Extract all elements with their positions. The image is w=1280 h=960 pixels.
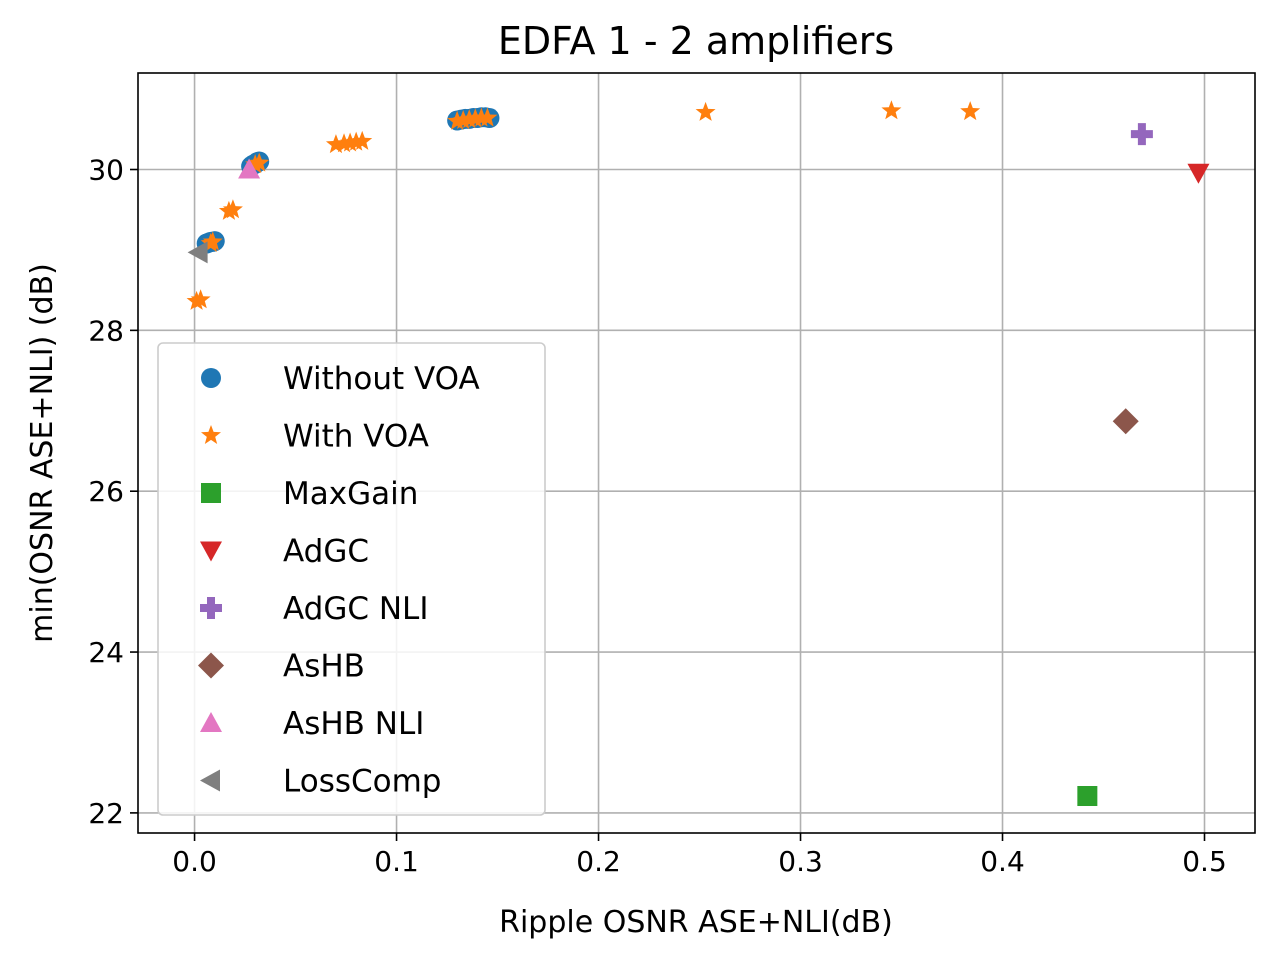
diamond-point <box>1112 408 1139 435</box>
star-point <box>325 134 346 154</box>
y-tick-label: 28 <box>88 314 124 347</box>
x-tick-label: 0.4 <box>980 845 1025 878</box>
chart-title: EDFA 1 - 2 amplifiers <box>498 19 894 63</box>
data-points <box>186 100 1210 807</box>
series-with-voa <box>186 100 981 310</box>
legend-diamond-marker <box>198 652 224 679</box>
star-point <box>477 107 498 127</box>
legend-item: Without VOA <box>201 361 480 397</box>
series-maxgain <box>1077 786 1098 807</box>
y-tick-label: 24 <box>88 636 124 669</box>
series-adgc-nli <box>1130 123 1153 146</box>
legend-triangle-down-marker <box>200 541 222 562</box>
legend-label: AdGC NLI <box>283 591 428 627</box>
legend-label: AsHB NLI <box>283 706 424 742</box>
series-adgc <box>1187 163 1210 184</box>
legend-item: AdGC NLI <box>200 591 428 627</box>
star-point <box>960 101 981 121</box>
star-point <box>352 130 373 150</box>
legend-label: MaxGain <box>283 476 418 512</box>
star-point <box>202 231 223 251</box>
x-tick-label: 0.2 <box>576 845 621 878</box>
y-tick-label: 30 <box>88 154 124 187</box>
legend-box <box>157 342 546 816</box>
triangle-down-point <box>1187 163 1210 184</box>
star-point <box>222 199 243 219</box>
legend-star-marker <box>201 425 221 444</box>
legend-item: LossComp <box>200 764 441 800</box>
legend-item: MaxGain <box>201 476 418 512</box>
x-tick-label: 0.5 <box>1182 845 1227 878</box>
legend-label: Without VOA <box>283 361 480 397</box>
star-point <box>881 100 902 120</box>
legend-triangle-up-marker <box>200 712 222 732</box>
x-tick-label: 0.3 <box>778 845 823 878</box>
y-axis-label: min(OSNR ASE+NLI) (dB) <box>25 263 60 643</box>
legend-plus-marker <box>200 597 222 619</box>
legend-square-marker <box>201 483 221 503</box>
plot-area-frame <box>137 72 1256 834</box>
plus-point <box>1130 123 1153 146</box>
legend-item: With VOA <box>201 419 429 455</box>
star-point <box>190 289 211 309</box>
legend-label: AsHB <box>283 649 365 685</box>
legend-item: AsHB <box>198 649 365 685</box>
legend-label: AdGC <box>283 534 369 570</box>
series-losscomp <box>187 241 208 264</box>
legend-item: AsHB NLI <box>200 706 424 742</box>
legend: Without VOA With VOA MaxGain AdGC AdGC NLI As… <box>157 342 546 816</box>
legend-circle-marker <box>201 368 221 388</box>
triangle-up-point <box>238 158 261 179</box>
legend-label: With VOA <box>283 419 429 455</box>
x-axis-label: Ripple OSNR ASE+NLI(dB) <box>499 905 893 940</box>
square-point <box>1077 786 1098 807</box>
legend-label: LossComp <box>283 764 441 800</box>
y-tick-label: 26 <box>88 475 124 508</box>
y-tick-label: 22 <box>88 797 124 830</box>
series-ashb <box>1112 408 1139 435</box>
series-ashb-nli <box>238 158 261 179</box>
star-point <box>249 152 270 172</box>
x-tick-label: 0.1 <box>374 845 419 878</box>
x-tick-label: 0.0 <box>172 845 217 878</box>
legend-item: AdGC <box>200 534 369 570</box>
triangle-left-point <box>187 241 208 264</box>
star-point <box>695 101 716 121</box>
legend-triangle-left-marker <box>200 769 220 792</box>
axis-ticks: 0.0 0.1 0.2 0.3 0.4 0.5 22 24 26 28 30 <box>88 154 1226 878</box>
